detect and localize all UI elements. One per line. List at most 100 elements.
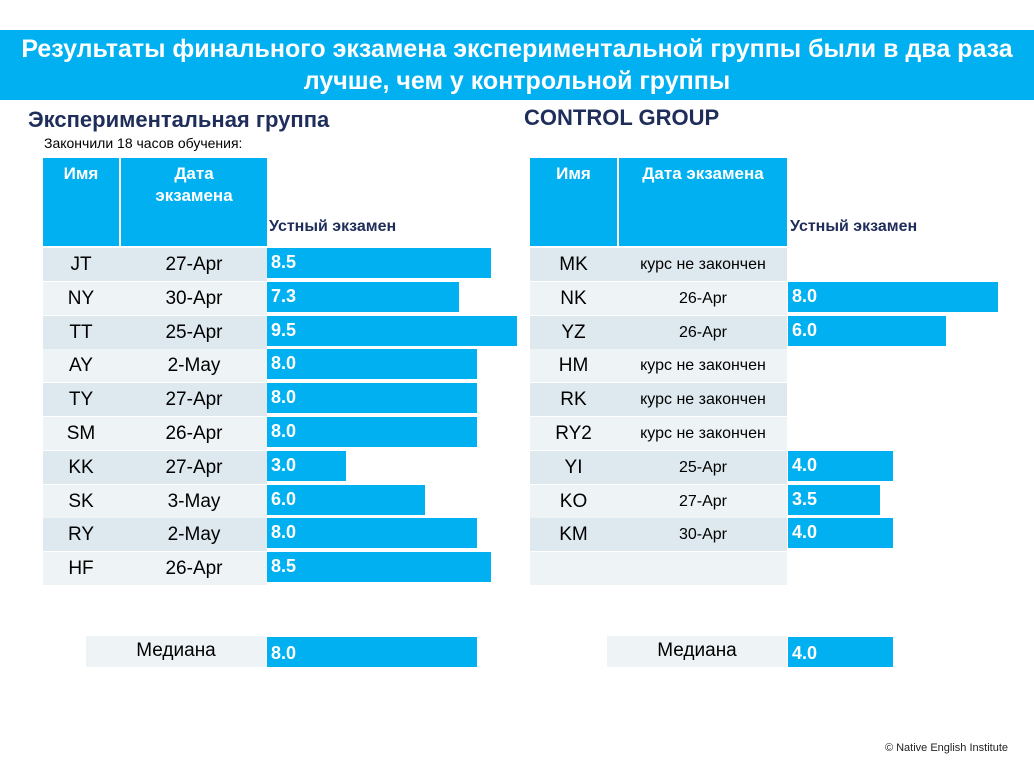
table-row: KM 30-Apr [530,518,787,551]
student-name: AY [69,355,93,376]
student-name: RY [67,524,95,545]
student-name: YI [564,457,583,478]
score-bar: 8.0 [267,383,477,413]
score-label: 6.0 [792,320,818,340]
table-row [530,552,787,585]
student-name: KO [559,491,588,512]
exam-date: 30-Apr [678,526,728,543]
student-name: KK [68,457,94,478]
score-label: 8.5 [271,252,297,272]
exam-date: 27-Apr [165,254,223,275]
table-row: TY 27-Apr [43,383,267,416]
exam-date: 27-Apr [678,493,728,510]
exam-date: 27-Apr [165,389,223,410]
student-name: SM [66,423,96,444]
score-bar: 4.0 [788,518,893,548]
student-name [530,552,617,585]
experimental-median-box: Медиана [86,636,266,667]
exam-date: 25-Apr [165,322,223,343]
exam-date: 26-Apr [678,290,728,307]
score-bar: 8.0 [788,282,998,312]
score-bar: 6.0 [267,485,425,515]
exam-date: 25-Apr [678,459,728,476]
score-label: 8.0 [271,421,297,441]
table-row: AY 2-May [43,349,267,382]
table-row: RK курс не закончен [530,383,787,416]
score-label: 8.0 [271,522,297,542]
score-label: 4.0 [792,522,818,542]
student-name: TT [69,322,93,343]
column-header-date: Дата экзамена [121,158,267,246]
table-row: KK 27-Apr [43,451,267,484]
exam-date: 3-May [167,491,221,512]
table-row: YI 25-Apr [530,451,787,484]
table-row: JT 27-Apr [43,248,267,281]
table-row: TT 25-Apr [43,316,267,349]
column-header-oral-exam: Устный экзамен [790,218,918,235]
exam-date: курс не закончен [640,357,766,374]
exam-date: 2-May [167,524,221,545]
median-label: Медиана [136,640,216,661]
student-name: NK [560,288,587,309]
table-row: HM курс не закончен [530,349,787,382]
score-bar: 3.5 [788,485,880,515]
table-row: HF 26-Apr [43,552,267,585]
median-bar: 8.0 [267,637,477,667]
score-label: 8.5 [271,556,297,576]
column-header-name: Имя [43,158,119,246]
exam-date: курс не закончен [640,425,766,442]
copyright-notice: © Native English Institute [884,742,1008,754]
table-row: RY 2-May [43,518,267,551]
score-bar: 3.0 [267,451,346,481]
table-row: RY2 курс не закончен [530,417,787,450]
student-name: RY2 [555,423,592,444]
experimental-group-title: Экспериментальная группа [28,107,330,132]
score-bar: 9.5 [267,316,517,346]
score-bar: 8.0 [267,417,477,447]
student-name: HM [558,355,589,376]
student-name: MK [559,254,588,275]
exam-date: 26-Apr [678,324,728,341]
table-row: NY 30-Apr [43,282,267,315]
control-group-title: CONTROL GROUP [524,105,720,130]
score-label: 8.0 [271,387,297,407]
table-row: NK 26-Apr [530,282,787,315]
exam-date: курс не закончен [640,256,766,273]
score-bar: 8.5 [267,248,491,278]
exam-date: 2-May [167,355,221,376]
student-name: RK [560,389,587,410]
score-label: 7.3 [271,286,297,306]
experimental-group-subtitle: Закончили 18 часов обучения: [44,135,243,151]
score-label: 4.0 [792,455,818,475]
exam-date: 26-Apr [165,558,223,579]
student-name: JT [70,254,92,275]
exam-date: 26-Apr [165,423,223,444]
median-value: 4.0 [792,643,818,663]
table-row: YZ 26-Apr [530,316,787,349]
exam-date: курс не закончен [640,391,766,408]
score-label: 3.0 [271,455,297,475]
score-bar: 7.3 [267,282,459,312]
student-name: SK [68,491,94,512]
score-label: 6.0 [271,489,297,509]
score-bar: 8.0 [267,349,477,379]
score-bar: 4.0 [788,451,893,481]
page-title: Результаты финального экзамена экспериме… [21,35,1013,95]
table-row: KO 27-Apr [530,485,787,518]
student-name: HF [68,558,94,579]
table-row: MK курс не закончен [530,248,787,281]
control-median-box: Медиана [607,636,787,667]
score-bar: 8.0 [267,518,477,548]
student-name: YZ [561,322,586,343]
median-bar: 4.0 [788,637,893,667]
column-header-oral-exam: Устный экзамен [269,218,397,235]
student-name: TY [68,389,94,410]
student-name: NY [67,288,95,309]
column-header-date: Дата экзамена [619,158,787,246]
exam-date [619,552,787,585]
score-label: 9.5 [271,320,297,340]
table-row: SM 26-Apr [43,417,267,450]
score-label: 8.0 [271,353,297,373]
score-label: 8.0 [792,286,818,306]
student-name: KM [559,524,588,545]
